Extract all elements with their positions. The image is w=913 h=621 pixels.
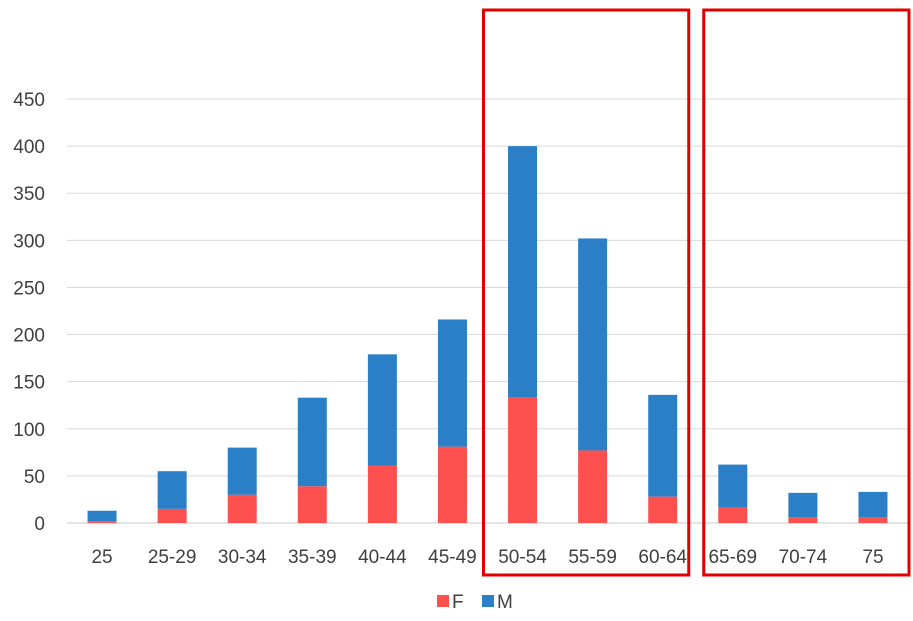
bar-f-45-49: [437, 446, 467, 523]
x-tick-label: 45-49: [428, 547, 477, 568]
y-tick-label: 400: [13, 137, 45, 158]
x-axis-ticks: 25 25-29 30-34 35-39 40-44 45-49 50-54 55-59 60-…: [91, 547, 883, 568]
bar-m-40-44: [367, 354, 397, 466]
bar-f-25: [87, 521, 117, 523]
bar-m-35-39: [297, 397, 327, 487]
x-tick-label: 25-29: [148, 547, 197, 568]
x-tick-label: 50-54: [498, 547, 547, 568]
bar-m-25: [87, 510, 117, 522]
x-tick-label: 40-44: [358, 547, 407, 568]
highlight-box: [702, 8, 911, 577]
y-tick-label: 150: [13, 373, 45, 394]
bar-f-30-34: [227, 494, 257, 523]
bar-m-30-34: [227, 447, 257, 495]
y-tick-label: 200: [13, 326, 45, 347]
bar-m-75: [858, 491, 888, 518]
legend-swatch: [437, 595, 449, 607]
bar-f-25-29: [157, 508, 187, 523]
x-tick-label: 25: [91, 547, 112, 568]
x-tick-label: 75: [862, 547, 883, 568]
bars: [87, 146, 888, 523]
grid-layer: [67, 98, 908, 524]
y-tick-label: 350: [13, 184, 45, 205]
y-tick-label: 0: [34, 514, 45, 535]
x-tick-label: 60-64: [638, 547, 687, 568]
y-tick-label: 100: [13, 420, 45, 441]
bar-f-35-39: [297, 486, 327, 523]
bar-f-70-74: [788, 517, 818, 523]
x-tick-label: 65-69: [708, 547, 757, 568]
highlight-boxes: [482, 8, 911, 577]
bar-f-75: [858, 517, 888, 523]
x-tick-label: 70-74: [779, 547, 828, 568]
bar-f-50-54: [508, 397, 538, 523]
bar-m-70-74: [788, 492, 818, 518]
bar-m-50-54: [508, 146, 538, 398]
legend-label: F: [452, 592, 464, 613]
x-tick-label: 35-39: [288, 547, 337, 568]
x-tick-label: 30-34: [218, 547, 267, 568]
bar-m-25-29: [157, 471, 187, 509]
legend-item-m: M: [482, 592, 513, 613]
bar-f-55-59: [578, 450, 608, 523]
y-tick-label: 50: [24, 467, 45, 488]
legend-swatch: [482, 595, 494, 607]
bar-m-65-69: [718, 464, 748, 507]
bar-f-65-69: [718, 506, 748, 523]
y-tick-label: 450: [13, 90, 45, 111]
x-tick-label: 55-59: [568, 547, 617, 568]
bar-m-45-49: [437, 319, 467, 447]
bar-m-60-64: [648, 394, 678, 497]
y-axis-ticks: 0 50 100 150 200 250 300 350 400 450: [13, 90, 45, 535]
legend-item-f: F: [437, 592, 464, 613]
highlight-box: [482, 8, 691, 577]
bar-f-40-44: [367, 465, 397, 523]
bar-m-55-59: [578, 238, 608, 451]
y-tick-label: 250: [13, 278, 45, 299]
y-tick-label: 300: [13, 231, 45, 252]
legend-label: M: [497, 592, 513, 613]
bar-f-60-64: [648, 496, 678, 523]
